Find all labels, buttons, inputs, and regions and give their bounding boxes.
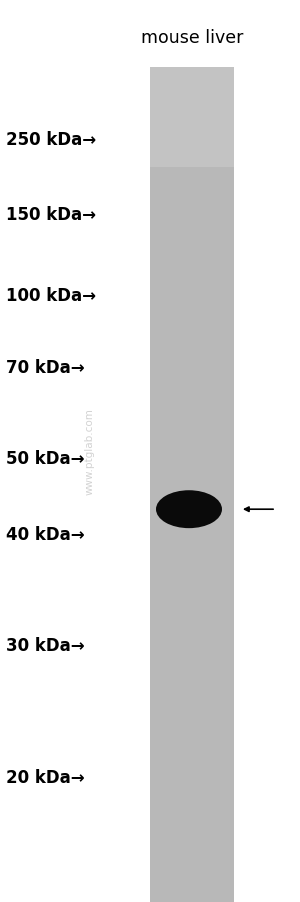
Text: 40 kDa→: 40 kDa→ <box>6 525 85 543</box>
Text: www.ptglab.com: www.ptglab.com <box>85 408 95 494</box>
Bar <box>150 68 234 902</box>
Ellipse shape <box>156 491 222 529</box>
Text: 250 kDa→: 250 kDa→ <box>6 131 96 149</box>
Text: 30 kDa→: 30 kDa→ <box>6 636 85 654</box>
Text: 20 kDa→: 20 kDa→ <box>6 769 85 787</box>
Text: 100 kDa→: 100 kDa→ <box>6 287 96 305</box>
Text: 50 kDa→: 50 kDa→ <box>6 449 85 467</box>
Text: 70 kDa→: 70 kDa→ <box>6 359 85 377</box>
Text: mouse liver: mouse liver <box>141 29 243 47</box>
Bar <box>150 68 234 168</box>
Text: 150 kDa→: 150 kDa→ <box>6 206 96 224</box>
